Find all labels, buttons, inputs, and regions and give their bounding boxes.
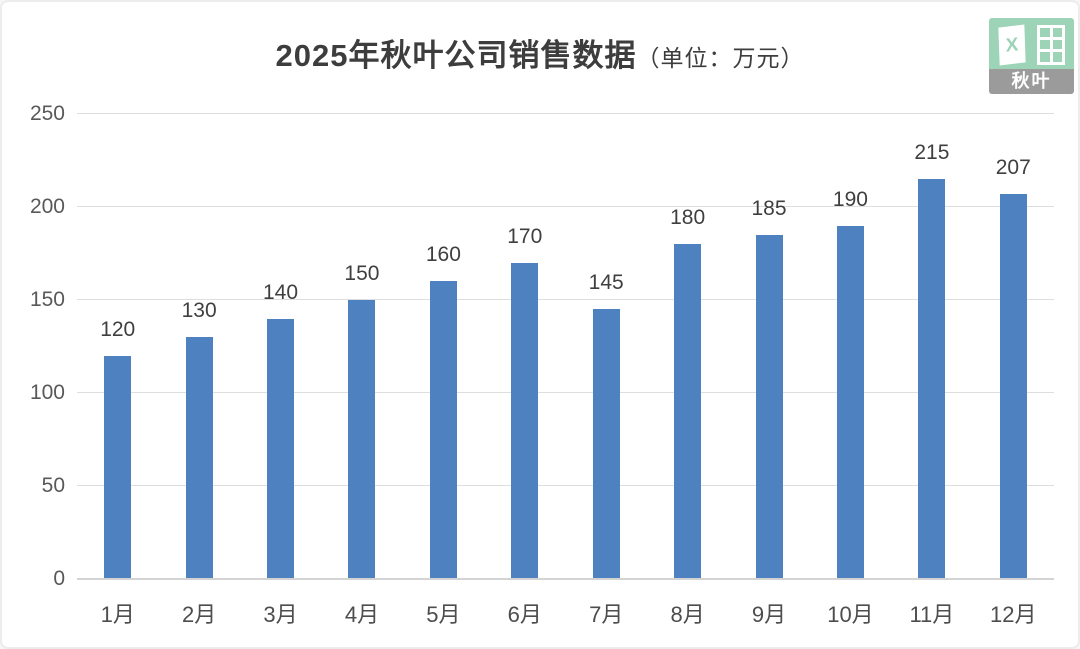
bar-5月	[429, 281, 457, 579]
bar-value-label: 130	[181, 299, 217, 323]
bar-3月	[267, 318, 295, 579]
gridline	[77, 299, 1054, 300]
bar-value-label: 140	[263, 280, 299, 304]
x-tick-label: 11月	[909, 602, 955, 627]
x-tick-label: 1月	[100, 602, 135, 627]
x-tick-label: 8月	[670, 602, 705, 627]
x-tick-label: 7月	[589, 602, 624, 627]
bar-value-label: 207	[995, 155, 1031, 179]
x-tick-label: 3月	[263, 602, 298, 627]
bar-8月	[674, 244, 702, 579]
x-tick-label: 10月	[827, 602, 874, 627]
x-tick-label: 4月	[344, 602, 380, 627]
chart-title-text: 2025年秋叶公司销售数据	[275, 38, 637, 73]
x-tick-label: 2月	[181, 602, 217, 627]
bar-6月	[511, 262, 539, 579]
gridline	[77, 485, 1054, 486]
brand-logo: X 秋叶	[989, 18, 1074, 94]
gridline	[77, 113, 1054, 114]
bar-value-label: 190	[832, 187, 868, 211]
bar-value-label: 150	[344, 262, 380, 285]
bar-4月	[348, 300, 376, 579]
spreadsheet-grid-icon	[1037, 25, 1065, 65]
y-tick-label: 250	[29, 102, 65, 125]
bar-2月	[185, 337, 213, 579]
brand-name: 秋叶	[989, 69, 1074, 94]
gridline	[77, 392, 1054, 393]
chart-title-unit: （单位：万元）	[636, 45, 805, 71]
bar-11月	[918, 179, 946, 579]
y-tick-label: 200	[29, 195, 65, 218]
excel-page-icon: X	[998, 24, 1026, 66]
y-tick-label: 100	[29, 381, 65, 404]
x-tick-label: 9月	[751, 602, 787, 627]
bar-12月	[999, 193, 1027, 579]
bar-value-label: 120	[100, 317, 136, 341]
bar-7月	[592, 309, 620, 579]
chart-title: 2025年秋叶公司销售数据（单位：万元）	[2, 30, 1078, 75]
bar-10月	[836, 225, 864, 579]
gridline	[77, 206, 1054, 207]
bar-9月	[755, 234, 783, 579]
y-tick-label: 150	[29, 288, 65, 311]
x-tick-label: 5月	[426, 602, 461, 627]
bar-value-label: 160	[425, 243, 461, 267]
x-tick-label: 6月	[507, 602, 542, 627]
y-tick-label: 0	[53, 567, 65, 590]
x-tick-label: 12月	[990, 602, 1037, 627]
bar-value-label: 145	[588, 271, 624, 295]
x-axis-line	[77, 578, 1054, 580]
excel-icon: X	[989, 18, 1074, 69]
bar-1月	[104, 355, 132, 579]
bar-value-label: 185	[751, 196, 787, 220]
excel-x-glyph: X	[1005, 33, 1019, 57]
bar-value-label: 170	[507, 224, 543, 248]
bar-value-label: 215	[914, 141, 950, 165]
plot-area: 0 50 100 150 200 250 120 130 140 150 160 170 145 180…	[30, 102, 1054, 627]
y-tick-label: 50	[41, 474, 65, 497]
bar-value-label: 180	[670, 206, 706, 230]
